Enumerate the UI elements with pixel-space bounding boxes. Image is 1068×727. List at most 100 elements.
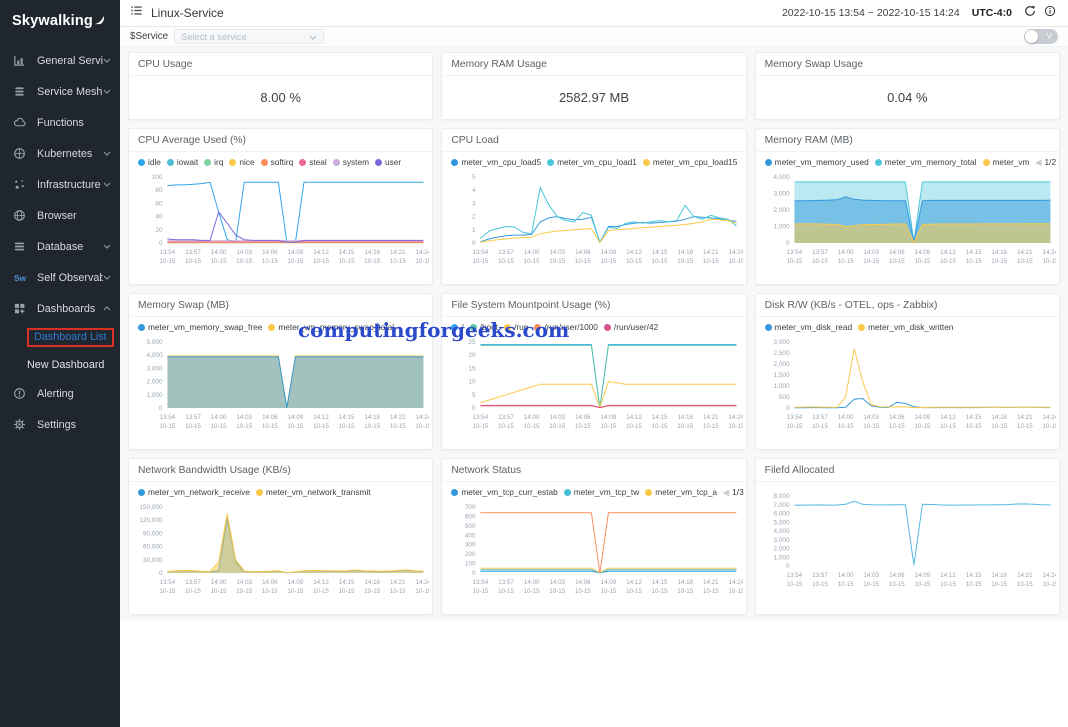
svg-text:14:18: 14:18 bbox=[991, 249, 1007, 256]
time-range[interactable]: 2022-10-15 13:54 ~ 2022-10-15 14:24 bbox=[781, 7, 960, 19]
svg-text:14:21: 14:21 bbox=[1017, 572, 1033, 579]
svg-text:14:00: 14:00 bbox=[524, 414, 540, 421]
svg-text:14:06: 14:06 bbox=[889, 572, 905, 579]
legend-item-meter-vm-tcp-curr-estab[interactable]: meter_vm_tcp_curr_estab bbox=[451, 487, 558, 497]
topbar-icons bbox=[1024, 4, 1056, 22]
metric-value: 0.04 % bbox=[887, 90, 928, 105]
svg-text:2: 2 bbox=[472, 214, 476, 221]
svg-text:10-15: 10-15 bbox=[678, 588, 694, 595]
sidebar-item-settings[interactable]: Settings bbox=[0, 409, 120, 440]
sidebar-item-kubernetes[interactable]: Kubernetes bbox=[0, 138, 120, 169]
sidebar-item-infrastructure[interactable]: Infrastructure bbox=[0, 169, 120, 200]
legend-item-meter-vm-network-receive[interactable]: meter_vm_network_receive bbox=[138, 487, 250, 497]
legend-dot bbox=[982, 158, 990, 166]
svg-text:25: 25 bbox=[469, 339, 477, 346]
svg-text:10-15: 10-15 bbox=[211, 423, 227, 430]
sidebar-item-service-mesh[interactable]: Service Mesh bbox=[0, 76, 120, 107]
legend-item-run[interactable]: /run bbox=[504, 322, 528, 332]
legend-dot bbox=[874, 158, 882, 166]
sidebar-item-browser[interactable]: Browser bbox=[0, 200, 120, 231]
legend-item-meter-vm-disk-written[interactable]: meter_vm_disk_written bbox=[858, 322, 953, 332]
legend-item-meter-vm-tcp-a[interactable]: meter_vm_tcp_a bbox=[645, 487, 717, 497]
svg-text:10-15: 10-15 bbox=[524, 258, 540, 265]
legend-item-meter-vm-cpu-load15[interactable]: meter_vm_cpu_load15 bbox=[642, 157, 737, 167]
svg-text:10-15: 10-15 bbox=[812, 258, 828, 265]
legend-item-meter-vm-tcp-tw[interactable]: meter_vm_tcp_tw bbox=[563, 487, 639, 497]
svg-text:0: 0 bbox=[159, 240, 163, 247]
svg-text:3: 3 bbox=[472, 200, 476, 207]
svg-text:14:06: 14:06 bbox=[889, 249, 905, 256]
svg-text:14:03: 14:03 bbox=[236, 414, 252, 421]
svg-text:14:24: 14:24 bbox=[1042, 249, 1056, 256]
legend-item-irq[interactable]: irq bbox=[204, 157, 223, 167]
service-select[interactable]: Select a service bbox=[174, 29, 325, 44]
legend-item-meter-vm-cpu-load5[interactable]: meter_vm_cpu_load5 bbox=[451, 157, 541, 167]
info-icon[interactable] bbox=[1044, 4, 1056, 22]
legend-item-run-user-1000[interactable]: /run/user/1000 bbox=[534, 322, 598, 332]
sidebar-item-dashboards[interactable]: Dashboards bbox=[0, 293, 120, 324]
svg-text:10-15: 10-15 bbox=[364, 423, 380, 430]
svg-text:14:24: 14:24 bbox=[729, 414, 743, 421]
chart-network-status: 0 100 200 300 400 500 600 700 13:54 10-15 13:57 10-… bbox=[442, 497, 745, 614]
legend-item-idle[interactable]: idle bbox=[138, 157, 161, 167]
edit-mode-toggle[interactable]: V bbox=[1024, 29, 1058, 44]
svg-text:14:00: 14:00 bbox=[838, 572, 854, 579]
legend-item-nice[interactable]: nice bbox=[229, 157, 255, 167]
chart-memory-ram-mb: 0 1,000 2,000 3,000 4,000 13:54 10-15 13:57 10-1… bbox=[756, 167, 1059, 284]
legend-dot bbox=[642, 158, 650, 166]
svg-text:10-15: 10-15 bbox=[1042, 423, 1056, 430]
sidebar-item-general-service[interactable]: General Service bbox=[0, 45, 120, 76]
legend-item-meter-vm-network-transmit[interactable]: meter_vm_network_transmit bbox=[255, 487, 371, 497]
legend-prev-icon[interactable]: ◀ bbox=[723, 487, 730, 497]
chart-legend: / /boot/run/run/user/1000/run/user/42 bbox=[442, 317, 745, 332]
legend-prev-icon[interactable]: ◀ bbox=[1035, 157, 1042, 167]
svg-text:3,000: 3,000 bbox=[773, 537, 789, 544]
legend-item-meter-vm-memory-swap-free[interactable]: meter_vm_memory_swap_free bbox=[138, 322, 262, 332]
svg-text:13:54: 13:54 bbox=[160, 579, 176, 586]
svg-text:10-15: 10-15 bbox=[473, 423, 489, 430]
legend-item-softirq[interactable]: softirq bbox=[260, 157, 293, 167]
svg-text:13:57: 13:57 bbox=[812, 572, 828, 579]
sidebar-item-label: Browser bbox=[37, 209, 77, 222]
legend-item-run-user-42[interactable]: /run/user/42 bbox=[603, 322, 658, 332]
svg-text:14:09: 14:09 bbox=[288, 579, 304, 586]
svg-text:10-15: 10-15 bbox=[965, 581, 981, 588]
legend-dot bbox=[547, 158, 555, 166]
chart-legend: meter_vm_network_receive meter_vm_network… bbox=[129, 482, 432, 497]
legend-item-steal[interactable]: steal bbox=[299, 157, 327, 167]
refresh-icon[interactable] bbox=[1024, 4, 1036, 22]
svg-text:5,000: 5,000 bbox=[147, 339, 163, 346]
legend-item-meter-vm-memory-used[interactable]: meter_vm_memory_used bbox=[764, 157, 869, 167]
svg-text:14:12: 14:12 bbox=[313, 414, 329, 421]
legend-item-system[interactable]: system bbox=[332, 157, 369, 167]
legend-item-user[interactable]: user bbox=[375, 157, 401, 167]
sidebar-item-self-observability[interactable]: Sw Self Observability bbox=[0, 262, 120, 293]
legend-item-meter-vm-memory-swap-total[interactable]: meter_vm_memory_swap_total bbox=[268, 322, 394, 332]
sidebar-item-label: Infrastructure bbox=[37, 178, 101, 191]
svg-text:10-15: 10-15 bbox=[236, 423, 252, 430]
panel-title: CPU Load bbox=[442, 129, 746, 152]
sidebar-item-alerting[interactable]: Alerting bbox=[0, 378, 120, 409]
sidebar-item-database[interactable]: Database bbox=[0, 231, 120, 262]
svg-text:14:00: 14:00 bbox=[524, 249, 540, 256]
legend-item-boot[interactable]: /boot bbox=[469, 322, 498, 332]
sidebar-item-functions[interactable]: Functions bbox=[0, 107, 120, 138]
svg-text:7,000: 7,000 bbox=[773, 502, 789, 509]
toggle-knob bbox=[1025, 30, 1038, 43]
svg-text:14:06: 14:06 bbox=[262, 249, 278, 256]
svg-text:40: 40 bbox=[155, 214, 163, 221]
legend-item-iowait[interactable]: iowait bbox=[166, 157, 198, 167]
svg-text:10-15: 10-15 bbox=[575, 423, 591, 430]
legend-item-meter-vm[interactable]: meter_vm bbox=[982, 157, 1029, 167]
legend-dot bbox=[268, 323, 276, 331]
legend-item-meter-vm-cpu-load1[interactable]: meter_vm_cpu_load1 bbox=[547, 157, 637, 167]
svg-text:14:12: 14:12 bbox=[627, 249, 643, 256]
legend-dot bbox=[645, 488, 653, 496]
legend-item-meter-vm-disk-read[interactable]: meter_vm_disk_read bbox=[764, 322, 852, 332]
legend-item-meter-vm-memory-total[interactable]: meter_vm_memory_total bbox=[874, 157, 977, 167]
svg-text:14:18: 14:18 bbox=[364, 249, 380, 256]
sidebar-subitem-dashboard-list[interactable]: Dashboard List bbox=[0, 324, 120, 351]
svg-text:10-15: 10-15 bbox=[160, 258, 176, 265]
sidebar-subitem-new-dashboard[interactable]: New Dashboard bbox=[27, 358, 105, 371]
legend-item-[interactable]: / bbox=[451, 322, 464, 332]
